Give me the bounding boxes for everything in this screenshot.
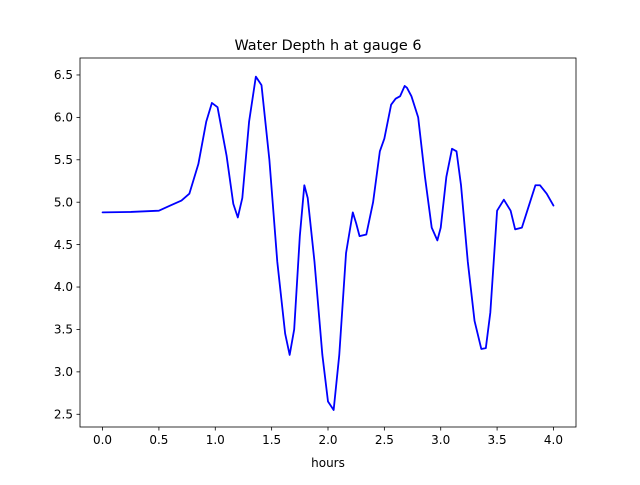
y-tick-label: 6.5 (54, 68, 73, 82)
y-tick-label: 3.5 (54, 323, 73, 337)
chart-title: Water Depth h at gauge 6 (234, 38, 421, 54)
y-tick-label: 4.5 (54, 238, 73, 252)
y-tick-label: 4.0 (54, 280, 73, 294)
y-tick-label: 3.0 (54, 365, 73, 379)
x-tick-label: 3.0 (431, 433, 450, 447)
x-tick-label: 2.5 (375, 433, 394, 447)
x-axis-label: hours (311, 456, 345, 470)
x-tick-label: 2.0 (318, 433, 337, 447)
x-tick-label: 1.5 (262, 433, 281, 447)
y-tick-label: 2.5 (54, 407, 73, 421)
x-tick-label: 1.0 (206, 433, 225, 447)
x-tick-label: 0.5 (149, 433, 168, 447)
y-tick-label: 5.0 (54, 195, 73, 209)
x-tick-label: 0.0 (93, 433, 112, 447)
y-tick-label: 6.0 (54, 111, 73, 125)
x-tick-label: 3.5 (488, 433, 507, 447)
series-line-0 (101, 75, 555, 411)
x-axis: 0.0 0.5 1.0 1.5 2.0 2.5 3.0 3.5 4.0 (93, 427, 563, 447)
x-tick-label: 4.0 (544, 433, 563, 447)
y-tick-label: 5.5 (54, 153, 73, 167)
y-axis: 2.5 3.0 3.5 4.0 4.5 5.0 5.5 6.0 6.5 (54, 68, 80, 421)
